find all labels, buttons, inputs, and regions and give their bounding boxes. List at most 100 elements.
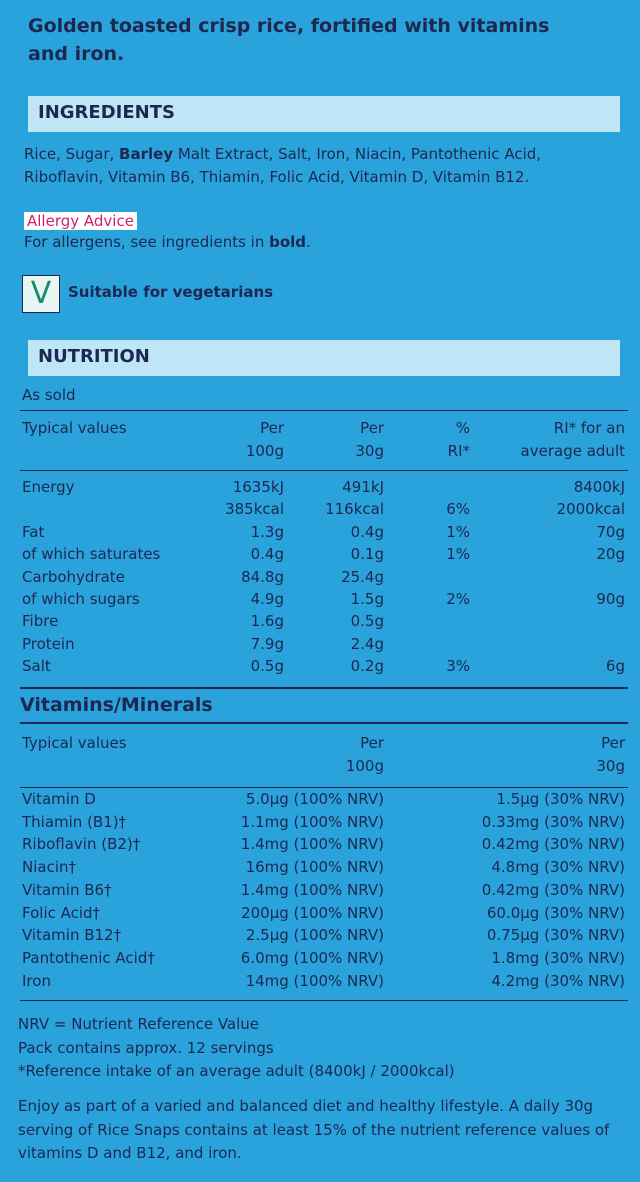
cell: 3% [446,657,470,676]
column-header: 100g [245,442,284,460]
cell: 20g [596,545,625,564]
allergy-heading: Allergy Advice [24,212,137,230]
cell: 385kcal [225,500,284,519]
row-label: Fibre [22,612,59,631]
row-label: Energy [22,478,75,496]
column-header: RI* for an [553,419,625,437]
cell: 0.5g [350,612,384,631]
cell: 200µg (100% NRV) [241,903,384,922]
row-label: Pantothenic Acid† [22,948,155,967]
text: Rice, Sugar, [24,145,120,163]
row-label: Folic Acid† [22,903,101,922]
cell: 0.42mg (30% NRV) [481,880,625,899]
rule [20,470,628,471]
cell: 0.33mg (30% NRV) [481,812,625,831]
cell: 14mg (100% NRV) [245,971,384,990]
cell: 0.2g [350,657,384,676]
note: NRV = Nutrient Reference Value [18,1015,260,1033]
column-header: % [455,419,470,437]
vegetarian-label: Suitable for vegetarians [68,283,274,301]
row-label: Protein [22,634,75,653]
cell: 0.4g [350,522,384,541]
cell: 116kcal [325,500,384,519]
cell: 2000kcal [556,500,625,519]
cell: 1.3g [250,522,284,541]
row-label: Niacin† [22,858,77,877]
cell: 1% [446,545,470,564]
description: Golden toasted crisp rice, fortified wit… [28,15,550,65]
cell: 0.4g [250,545,284,564]
cell: 2.5µg (100% NRV) [245,926,384,945]
row-label: Iron [22,971,51,990]
cell: 1.5g [350,590,384,608]
cell: 4.9g [250,590,284,608]
cell: 1.5µg (30% NRV) [496,790,625,808]
bold-text: Barley [119,145,174,163]
cell: 6g [605,657,625,676]
cell: 25.4g [341,567,384,586]
row-label: Carbohydrate [22,567,125,586]
cell: 0.75µg (30% NRV) [486,926,625,945]
cell: 1.4mg (100% NRV) [240,880,384,899]
vitamins-heading: Vitamins/Minerals [20,694,213,716]
subheading: As sold [22,386,76,404]
cell: 90g [596,590,625,608]
advice: Enjoy as part of a varied and balanced d… [18,1097,610,1162]
row-label: Salt [22,657,51,676]
rule [20,687,628,689]
ingredients-text: Rice, Sugar, Barley Malt Extract, Salt, … [24,143,624,189]
column-header: Per [601,734,625,752]
column-header: 30g [596,757,625,775]
column-header: Typical values [22,734,127,752]
cell: 1.6g [250,612,284,631]
cell: 0.5g [250,657,284,676]
column-header: Per [260,419,284,437]
rule [20,410,628,411]
cell: 6.0mg (100% NRV) [240,948,384,967]
cell: 5.0µg (100% NRV) [245,790,384,808]
cell: 4.2mg (30% NRV) [491,971,625,990]
column-header: RI* [447,442,470,460]
cell: 7.9g [250,634,284,653]
row-label: Vitamin D [22,790,96,808]
allergy-text: For allergens, see ingredients in bold. [24,231,311,254]
bold-text: bold [269,233,307,251]
column-header: Per [360,734,384,752]
rule [20,1000,628,1001]
vegetarian-icon: V [22,275,60,313]
rule [20,787,628,788]
cell: 4.8mg (30% NRV) [491,858,625,877]
cell: 0.42mg (30% NRV) [481,835,625,854]
cell: 6% [446,500,470,519]
cell: 1.4mg (100% NRV) [240,835,384,854]
row-label: Vitamin B12† [22,926,122,945]
ingredients-heading: INGREDIENTS [38,102,175,123]
row-label: of which saturates [22,545,161,564]
cell: 60.0µg (30% NRV) [486,903,625,922]
cell: 1.8mg (30% NRV) [491,948,625,967]
row-label: Thiamin (B1)† [22,812,127,831]
cell: 70g [596,522,625,541]
cell: 1% [446,522,470,541]
ingredients-bar: INGREDIENTS [28,96,620,132]
cell: 1635kJ [232,478,284,496]
text: Malt Extract, Salt, Iron, Niacin, Pantot… [24,145,542,186]
column-header: 30g [355,442,384,460]
note: Pack contains approx. 12 servings [18,1038,274,1057]
row-label: of which sugars [22,590,140,608]
text: . [306,233,311,251]
nutrition-bar: NUTRITION [28,340,620,376]
cell: 2% [446,590,470,608]
row-label: Riboflavin (B2)† [22,835,141,854]
column-header: average adult [520,442,625,460]
text: For allergens, see ingredients in [24,233,270,251]
cell: 491kJ [342,478,384,496]
column-header: Per [360,419,384,437]
rule [20,722,628,724]
nutrition-heading: NUTRITION [38,346,150,367]
row-label: Vitamin B6† [22,880,112,899]
cell: 16mg (100% NRV) [245,858,384,877]
cell: 2.4g [350,634,384,653]
note: *Reference intake of an average adult (8… [18,1062,455,1080]
